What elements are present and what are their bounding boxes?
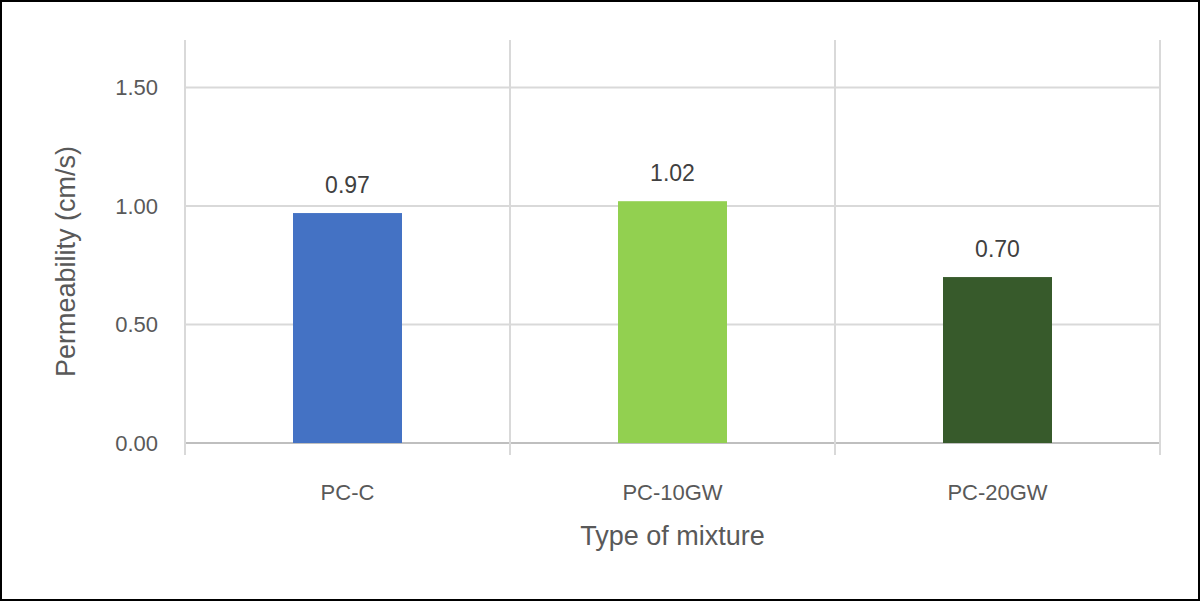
chart-container: 0.00 0.50 1.00 1.50 0.97 PC-C 1.02 PC-10GW 0.70 P… [0, 0, 1200, 601]
y-tick-label: 0.50 [115, 312, 158, 337]
category-divider [509, 40, 511, 455]
y-tick-label: 1.00 [115, 194, 158, 219]
data-label: 0.70 [975, 236, 1020, 262]
x-axis-title: Type of mixture [580, 521, 765, 551]
y-tick-label: 1.50 [115, 75, 158, 100]
x-tick-label: PC-C [321, 480, 375, 505]
y-axis-title: Permeability (cm/s) [51, 146, 81, 377]
outer-frame [1, 1, 1199, 600]
x-tick-label: PC-20GW [947, 480, 1047, 505]
y-tick-label: 0.00 [115, 431, 158, 456]
bars [293, 201, 1052, 443]
data-label: 1.02 [650, 160, 695, 186]
y-axis-line [184, 40, 186, 455]
x-tick-label: PC-10GW [622, 480, 722, 505]
bar [943, 277, 1052, 443]
bar [293, 213, 402, 443]
data-label: 0.97 [325, 172, 370, 198]
bar [618, 201, 727, 443]
chart-svg: 0.00 0.50 1.00 1.50 0.97 PC-C 1.02 PC-10GW 0.70 P… [0, 0, 1200, 601]
category-divider [834, 40, 836, 455]
grid-line [185, 86, 1160, 88]
category-divider [1159, 40, 1161, 455]
